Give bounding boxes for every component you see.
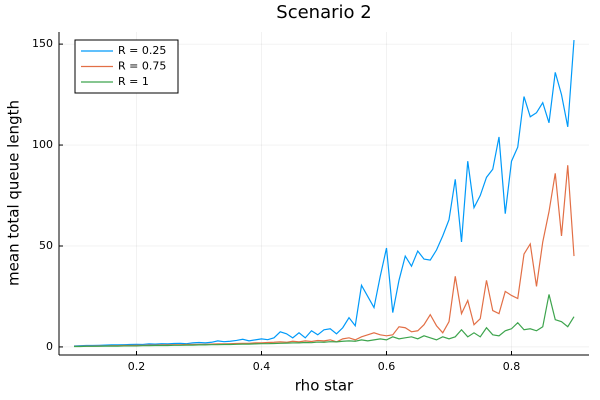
x-tick-label: 0.2 (128, 360, 146, 373)
x-tick-label: 0.8 (503, 360, 521, 373)
series-line (74, 294, 575, 348)
x-tick-label: 0.6 (378, 360, 396, 373)
legend-label: R = 0.75 (118, 60, 166, 73)
legend-label: R = 0.25 (118, 44, 166, 57)
series-line (74, 165, 575, 347)
chart-title: Scenario 2 (276, 2, 371, 23)
legend-label: R = 1 (118, 75, 149, 88)
y-tick-label: 50 (39, 239, 53, 252)
y-axis-label: mean total queue length (5, 100, 23, 286)
series-line (73, 40, 575, 347)
x-axis-label: rho star (295, 377, 354, 395)
y-tick-label: 100 (32, 138, 53, 151)
x-tick-label: 0.4 (253, 360, 271, 373)
y-tick-label: 150 (32, 37, 53, 50)
y-tick-label: 0 (46, 340, 53, 353)
